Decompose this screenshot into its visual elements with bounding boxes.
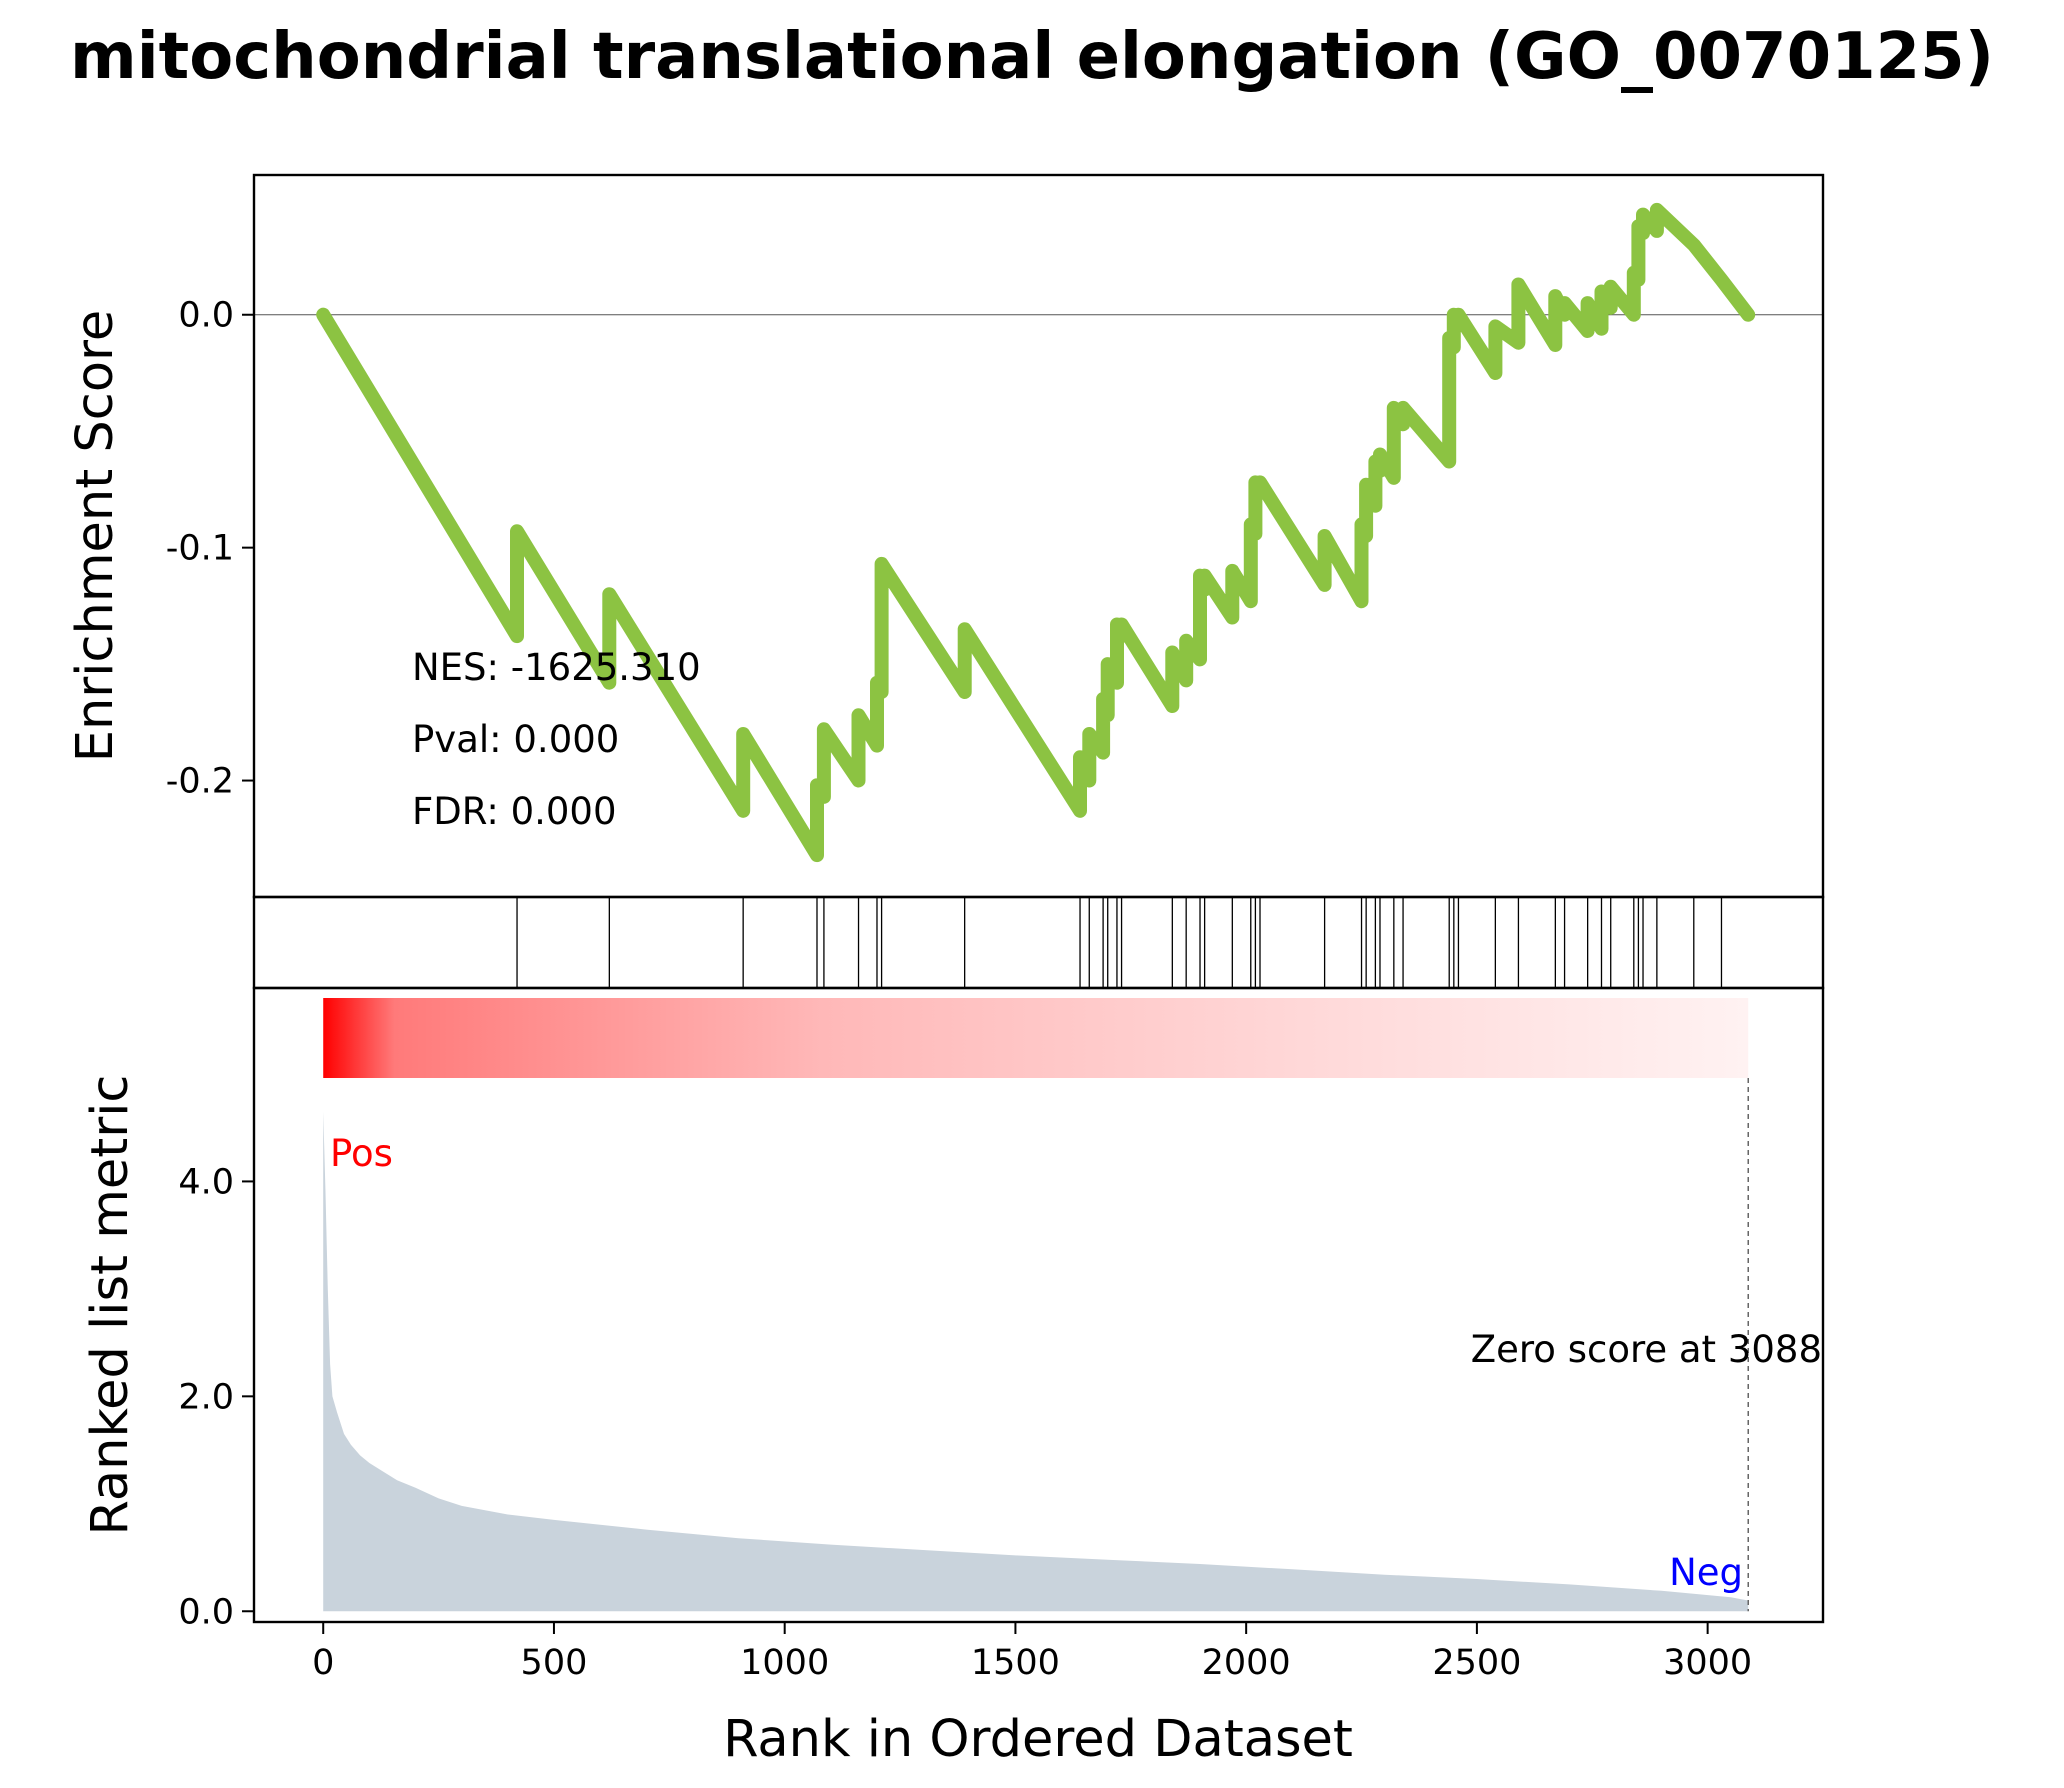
x-tick-label: 2000 xyxy=(1202,1643,1291,1683)
ranked-metric-area xyxy=(323,1111,1749,1612)
pval-label: Pval: 0.000 xyxy=(412,718,619,761)
y-tick-label-bottom: 0.0 xyxy=(178,1592,234,1632)
enrichment-score-panel: 0.0 -0.1 -0.2 NES: -1625.310 Pval: 0.000 F… xyxy=(166,173,1825,899)
pos-label: Pos xyxy=(330,1132,393,1175)
x-tick-label: 1500 xyxy=(971,1643,1060,1683)
nes-label: NES: -1625.310 xyxy=(412,646,701,689)
y-tick-label-bottom: 2.0 xyxy=(178,1377,234,1417)
y-axis-label-top: Enrichment Score xyxy=(66,310,125,762)
y-tick-label-top: -0.2 xyxy=(166,762,234,802)
fdr-label: FDR: 0.000 xyxy=(412,790,617,833)
zero-score-label: Zero score at 3088 xyxy=(1471,1328,1822,1371)
y-tick-label-bottom: 4.0 xyxy=(178,1162,234,1202)
x-tick-label: 1000 xyxy=(740,1643,829,1683)
top-panel-frame xyxy=(252,173,1825,899)
rank-gradient-bar xyxy=(323,998,1749,1078)
chart-title: mitochondrial translational elongation (… xyxy=(70,20,1994,94)
gene-hit-panel xyxy=(252,895,1825,990)
y-tick-label-top: 0.0 xyxy=(178,296,234,336)
x-tick-label: 0 xyxy=(312,1643,334,1683)
x-tick-label: 500 xyxy=(521,1643,588,1683)
bottom-panel-frame xyxy=(252,986,1825,1624)
neg-label: Neg xyxy=(1669,1551,1743,1594)
y-axis-label-bottom: Ranked list metric xyxy=(81,1075,140,1536)
ranked-metric-panel: Pos Neg Zero score at 3088 0.0 2.0 4.0 0 50… xyxy=(178,986,1825,1683)
y-tick-label-top: -0.1 xyxy=(166,529,234,569)
x-axis-label: Rank in Ordered Dataset xyxy=(723,1710,1353,1769)
x-tick-label: 3000 xyxy=(1663,1643,1752,1683)
x-tick-label: 2500 xyxy=(1432,1643,1521,1683)
es-line xyxy=(316,202,1756,863)
